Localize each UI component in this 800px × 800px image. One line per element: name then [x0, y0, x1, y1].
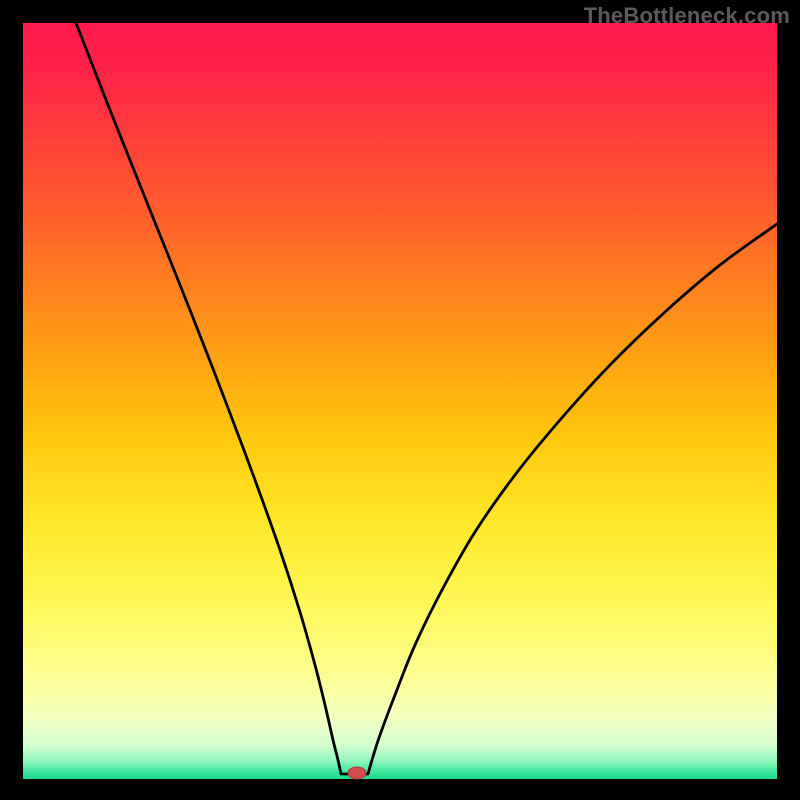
chart-container: TheBottleneck.com: [0, 0, 800, 800]
minimum-marker: [348, 767, 366, 779]
chart-svg: [0, 0, 800, 800]
watermark-text: TheBottleneck.com: [584, 3, 790, 29]
plot-background: [23, 23, 777, 779]
